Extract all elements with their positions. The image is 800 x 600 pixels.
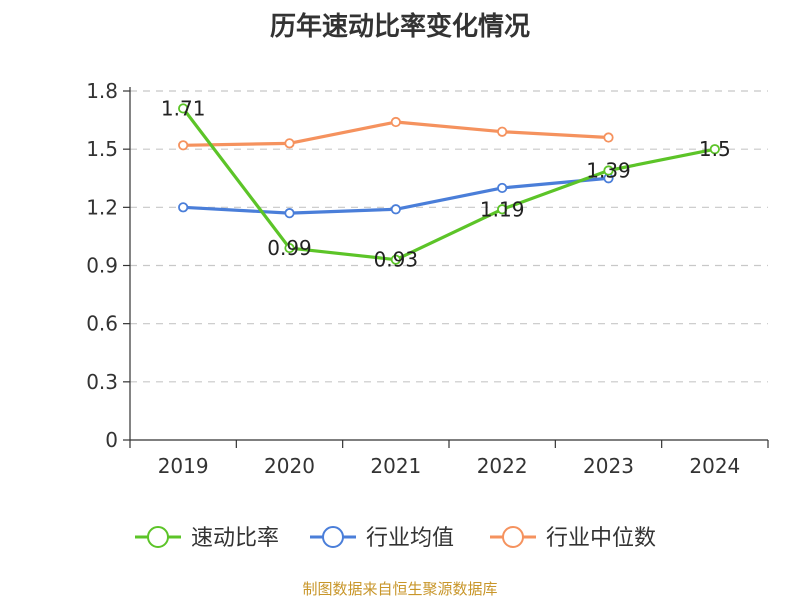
- data-point[interactable]: [178, 103, 189, 114]
- series-line: [181, 107, 716, 262]
- x-tick-label: 2023: [583, 454, 634, 478]
- x-tick-label: 2022: [477, 454, 528, 478]
- y-tick-label: 0.6: [86, 312, 118, 336]
- x-tick-label: 2024: [689, 454, 740, 478]
- data-point[interactable]: [603, 165, 614, 176]
- legend-item[interactable]: 速动比率: [135, 526, 279, 551]
- data-point[interactable]: [497, 126, 508, 137]
- legend-marker-icon: [322, 526, 344, 548]
- series-layer: [178, 103, 720, 265]
- legend-item[interactable]: 行业均值: [310, 526, 454, 551]
- legend-marker-icon: [502, 526, 524, 548]
- y-tick-label: 1.2: [86, 195, 118, 219]
- y-tick-label: 0: [105, 428, 118, 452]
- x-tick-label: 2020: [264, 454, 315, 478]
- data-label: 1.5: [699, 137, 731, 161]
- data-point[interactable]: [178, 202, 189, 213]
- data-point[interactable]: [284, 138, 295, 149]
- y-tick-label: 1.8: [86, 79, 118, 103]
- data-point[interactable]: [390, 116, 401, 128]
- y-tick-label: 1.5: [86, 137, 118, 161]
- source-note: 制图数据来自恒生聚源数据库: [302, 580, 498, 598]
- data-label: 1.39: [586, 158, 631, 182]
- data-point[interactable]: [603, 132, 614, 143]
- legend-label: 行业中位数: [546, 526, 656, 551]
- legend-label: 行业均值: [366, 526, 454, 551]
- data-point[interactable]: [390, 254, 401, 265]
- data-point[interactable]: [390, 204, 401, 215]
- data-point[interactable]: [497, 204, 508, 215]
- data-label: 1.19: [480, 197, 525, 221]
- data-point[interactable]: [284, 242, 295, 254]
- data-label: 0.93: [374, 248, 419, 272]
- legend[interactable]: 速动比率 行业均值 行业中位数: [135, 526, 656, 551]
- legend-marker-icon: [147, 526, 169, 548]
- data-label: 1.71: [161, 96, 206, 120]
- axis-layer: 0 0.3 0.6 0.9 1.2 1.5 1.8 2019 2020 2021 2022 2023 2…: [86, 79, 769, 478]
- legend-item[interactable]: 行业中位数: [490, 526, 656, 551]
- data-label: 0.99: [267, 236, 312, 260]
- chart-title: 历年速动比率变化情况: [269, 12, 530, 42]
- data-point[interactable]: [709, 144, 720, 155]
- x-tick-label: 2021: [370, 454, 421, 478]
- legend-label: 速动比率: [191, 526, 279, 551]
- y-tick-label: 0.3: [86, 370, 118, 394]
- y-tick-label: 0.9: [86, 254, 118, 278]
- data-point[interactable]: [284, 208, 295, 219]
- data-point[interactable]: [178, 140, 189, 151]
- x-tick-label: 2019: [158, 454, 209, 478]
- grid-layer: [130, 90, 768, 383]
- data-point[interactable]: [497, 182, 508, 194]
- label-layer: 1.71 0.99 0.93 1.19 1.39 1.5: [161, 96, 731, 271]
